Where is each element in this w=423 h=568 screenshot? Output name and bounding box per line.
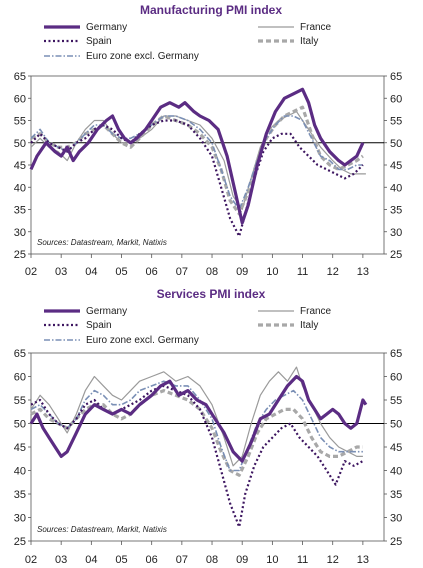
y-tick-label-right: 30 <box>390 513 402 525</box>
legend-label: Euro zone excl. Germany <box>86 51 199 62</box>
series-line-germany <box>29 87 365 225</box>
legend-label: France <box>300 22 332 33</box>
legend-label: Italy <box>300 320 318 331</box>
series-line-spain <box>30 384 364 528</box>
y-tick-label-left: 25 <box>14 536 26 548</box>
y-tick-label-left: 55 <box>14 395 26 407</box>
y-tick-label-right: 65 <box>390 348 402 360</box>
series-line-euro-zone-excl-germany <box>30 380 363 472</box>
series-line-euro-zone-excl-germany <box>30 115 363 211</box>
y-tick-label-right: 35 <box>390 489 402 501</box>
y-tick-label-right: 35 <box>390 205 402 217</box>
x-tick-label: 04 <box>85 554 97 566</box>
y-tick-label-left: 50 <box>14 419 26 431</box>
x-tick-label: 10 <box>266 266 278 278</box>
x-tick-label: 07 <box>176 554 188 566</box>
y-tick-label-left: 35 <box>14 489 26 501</box>
source-note: Sources: Datastream, Markit, Natixis <box>37 525 167 534</box>
x-tick-label: 12 <box>327 554 339 566</box>
series-line-italy <box>30 389 363 477</box>
x-tick-label: 08 <box>206 554 218 566</box>
x-tick-label: 09 <box>236 266 248 278</box>
legend-label: Euro zone excl. Germany <box>86 335 199 346</box>
y-tick-label-left: 55 <box>14 116 26 128</box>
chart-title: Manufacturing PMI index <box>140 3 282 17</box>
x-tick-label: 11 <box>297 266 308 278</box>
y-tick-label-left: 60 <box>14 372 26 384</box>
y-tick-label-right: 65 <box>390 71 402 83</box>
y-tick-label-right: 40 <box>390 466 402 478</box>
legend-label: Germany <box>86 22 127 33</box>
x-tick-label: 11 <box>297 554 308 566</box>
legend-label: Spain <box>86 36 112 47</box>
chart-title: Services PMI index <box>157 287 266 301</box>
series-line-germany <box>29 374 368 463</box>
series-line-spain <box>30 119 364 238</box>
x-tick-label: 06 <box>146 266 158 278</box>
y-tick-label-right: 45 <box>390 160 402 172</box>
y-tick-label-left: 50 <box>14 138 26 150</box>
y-tick-label-right: 25 <box>390 536 402 548</box>
y-tick-label-left: 45 <box>14 160 26 172</box>
y-tick-label-right: 60 <box>390 372 402 384</box>
y-tick-label-right: 25 <box>390 249 402 261</box>
legend-label: Italy <box>300 36 318 47</box>
x-tick-label: 06 <box>146 554 158 566</box>
y-tick-label-left: 35 <box>14 205 26 217</box>
x-tick-label: 04 <box>85 266 97 278</box>
y-tick-label-right: 50 <box>390 138 402 150</box>
legend-label: France <box>300 306 332 317</box>
y-tick-label-right: 60 <box>390 93 402 105</box>
x-tick-label: 08 <box>206 266 218 278</box>
x-tick-label: 12 <box>327 266 339 278</box>
x-tick-label: 07 <box>176 266 188 278</box>
y-tick-label-right: 40 <box>390 182 402 194</box>
x-tick-label: 05 <box>115 554 127 566</box>
x-tick-label: 03 <box>55 266 67 278</box>
y-tick-label-right: 30 <box>390 227 402 239</box>
y-tick-label-left: 60 <box>14 93 26 105</box>
chart-panel-1: Services PMI index Germany France Spain Ital… <box>14 287 403 566</box>
y-tick-label-left: 30 <box>14 513 26 525</box>
x-tick-label: 09 <box>236 554 248 566</box>
series-line-italy <box>30 105 364 216</box>
x-tick-label: 02 <box>25 554 37 566</box>
y-tick-label-left: 25 <box>14 249 26 261</box>
y-tick-label-right: 45 <box>390 442 402 454</box>
y-tick-label-left: 40 <box>14 182 26 194</box>
legend-label: Spain <box>86 320 112 331</box>
legend-label: Germany <box>86 306 127 317</box>
source-note: Sources: Datastream, Markit, Natixis <box>37 238 167 247</box>
x-tick-label: 02 <box>25 266 37 278</box>
x-tick-label: 03 <box>55 554 67 566</box>
y-tick-label-right: 55 <box>390 395 402 407</box>
y-tick-label-left: 30 <box>14 227 26 239</box>
x-tick-label: 13 <box>357 554 369 566</box>
x-tick-label: 13 <box>357 266 369 278</box>
y-tick-label-right: 50 <box>390 419 402 431</box>
y-tick-label-left: 45 <box>14 442 26 454</box>
x-tick-label: 10 <box>266 554 278 566</box>
y-tick-label-left: 65 <box>14 348 26 360</box>
y-tick-label-left: 40 <box>14 466 26 478</box>
chart-panel-0: Manufacturing PMI index Germany France Spai… <box>14 3 403 278</box>
y-tick-label-left: 65 <box>14 71 26 83</box>
y-tick-label-right: 55 <box>390 116 402 128</box>
x-tick-label: 05 <box>115 266 127 278</box>
